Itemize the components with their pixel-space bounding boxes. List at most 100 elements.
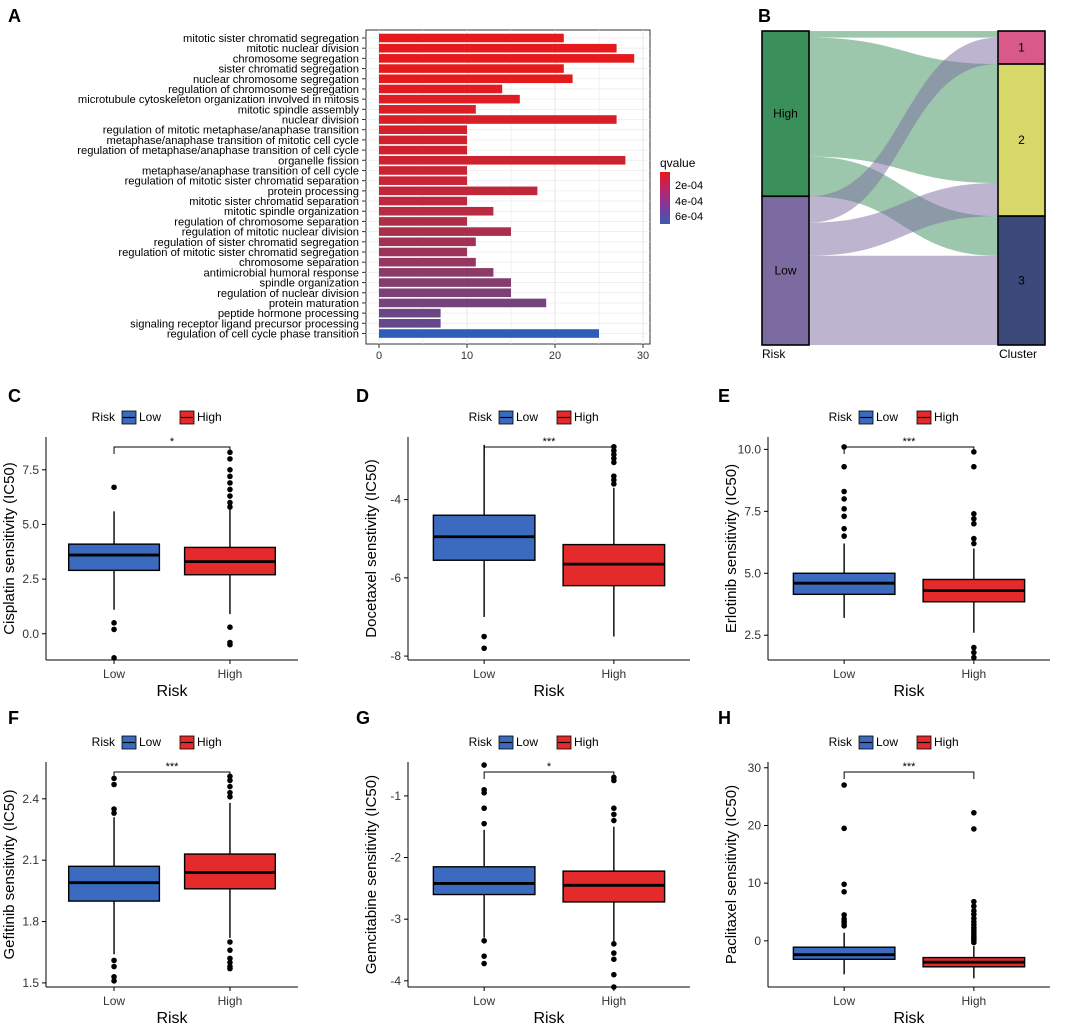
y-axis-title: Gefitinib sensitivity (IC50)	[1, 789, 18, 959]
legend-label-high: High	[574, 410, 599, 424]
category-label-regulation-of-mitotic-metaphase-anaphase-transition: regulation of mitotic metaphase/anaphase…	[103, 125, 359, 137]
outlier-point	[227, 777, 233, 784]
outlier-point	[611, 941, 617, 947]
outlier-point	[111, 655, 117, 661]
x-tick-label-low: Low	[103, 994, 125, 1008]
y-tick-label: 30	[748, 761, 762, 775]
bar-metaphase-anaphase-transition-of-mitotic-cell-cycle	[379, 135, 467, 145]
x-tick-label-high: High	[602, 667, 627, 681]
outlier-point	[227, 955, 233, 962]
stratum-label-cluster-2: 2	[1018, 133, 1025, 147]
outlier-point	[611, 805, 617, 812]
x-tick-label-high: High	[602, 994, 627, 1008]
outlier-point	[611, 777, 617, 784]
outlier-point	[111, 484, 117, 491]
y-tick-label: 2.1	[22, 853, 39, 867]
category-label-protein-maturation: protein maturation	[269, 298, 359, 310]
legend-label-low: Low	[876, 735, 898, 749]
category-label-protein-processing: protein processing	[268, 186, 359, 198]
y-tick-label: -1	[390, 789, 401, 803]
stratum-cluster-3	[997, 215, 1046, 346]
y-tick-label: -3	[390, 912, 401, 926]
panel-letter-c: C	[8, 386, 21, 406]
y-axis-title: Erlotinib sensitivity (IC50)	[723, 464, 740, 633]
stratum-label-cluster-1: 1	[1018, 41, 1025, 55]
outlier-point	[971, 511, 977, 517]
x-tick-label: 20	[549, 350, 561, 362]
outlier-point	[481, 820, 487, 827]
significance-label: ***	[903, 761, 917, 773]
panel-b-strata: High Low 1 2 3	[761, 30, 1046, 346]
flow-low-to-3	[809, 255, 998, 345]
y-tick-label: 5.0	[744, 566, 761, 580]
significance-bracket	[483, 446, 615, 454]
x-tick-label: 30	[637, 350, 649, 362]
bar-mitotic-nuclear-division	[379, 43, 617, 53]
panel-d-docetaxel-boxplot: Risk Low High -4 -6 -8 Low High Risk Docetaxel se…	[363, 410, 690, 700]
y-tick-label: -8	[390, 649, 401, 663]
stratum-label-cluster-3: 3	[1018, 274, 1025, 288]
outlier-point	[611, 481, 617, 487]
outlier-point	[971, 809, 977, 816]
x-tick-label-low: Low	[473, 994, 495, 1008]
category-label-regulation-of-chromosome-separation: regulation of chromosome separation	[174, 216, 359, 228]
outlier-point	[227, 624, 233, 631]
box-low	[792, 946, 896, 961]
category-label-chromosome-separation: chromosome separation	[239, 257, 359, 269]
panel-a-go-barplot: mitotic sister chromatid segregationmito…	[77, 29, 703, 362]
x-axis-title: Risk	[893, 1010, 925, 1026]
bar-signaling-receptor-ligand-precursor-processing	[379, 319, 441, 328]
legend-title-risk: Risk	[829, 410, 853, 424]
significance-bracket	[843, 771, 975, 779]
x-axis-title: Risk	[156, 683, 188, 700]
legend-title-qvalue: qvalue	[660, 156, 696, 170]
bar-regulation-of-mitotic-sister-chromatid-separation	[379, 176, 467, 185]
category-label-regulation-of-chromosome-segregation: regulation of chromosome segregation	[168, 84, 359, 96]
outlier-point	[971, 826, 977, 832]
outlier-point	[611, 455, 617, 462]
outlier-point	[841, 912, 847, 918]
legend-label-4e-04: 4e-04	[675, 196, 703, 208]
axis-label-cluster: Cluster	[999, 347, 1037, 361]
category-label-signaling-receptor-ligand-precursor-processing: signaling receptor ligand precursor proc…	[130, 318, 359, 330]
outlier-point	[227, 466, 233, 473]
x-tick-label: 0	[376, 350, 382, 362]
category-label-regulation-of-nuclear-division: regulation of nuclear division	[217, 288, 359, 300]
y-tick-label: 2.5	[744, 628, 761, 642]
bar-mitotic-sister-chromatid-separation	[379, 196, 467, 206]
bar-antimicrobial-humoral-response	[379, 268, 494, 277]
panel-letter-g: G	[356, 708, 370, 728]
category-label-metaphase-anaphase-transition-of-cell-cycle: metaphase/anaphase transition of cell cy…	[142, 165, 359, 177]
y-tick-label: 1.5	[22, 976, 39, 990]
panel-c-cisplatin-boxplot: Risk Low High 0.0 2.5 5.0 7.5 Low High Risk Cispla…	[1, 410, 298, 700]
y-tick-label: 10	[748, 876, 762, 890]
category-label-regulation-of-mitotic-sister-chromatid-segregation: regulation of mitotic sister chromatid s…	[118, 247, 359, 259]
x-axis-title: Risk	[893, 683, 925, 700]
y-tick-label: -4	[390, 493, 401, 507]
outlier-point	[971, 903, 977, 910]
outlier-point	[111, 963, 117, 970]
category-label-regulation-of-metaphase-anaphase-transition-of-cell-cycle: regulation of metaphase/anaphase transit…	[77, 145, 359, 157]
y-tick-label: 5.0	[22, 517, 39, 531]
bar-regulation-of-mitotic-sister-chromatid-segregation	[379, 247, 467, 257]
outlier-point	[841, 533, 847, 539]
category-label-mitotic-spindle-organization: mitotic spindle organization	[224, 206, 359, 218]
outlier-point	[611, 984, 617, 990]
outlier-point	[611, 817, 617, 824]
outlier-point	[971, 911, 977, 918]
category-label-regulation-of-mitotic-nuclear-division: regulation of mitotic nuclear division	[182, 227, 359, 239]
panel-letter-f: F	[8, 708, 19, 728]
outlier-point	[227, 939, 233, 945]
legend-label-low: Low	[516, 410, 538, 424]
x-tick-label-high: High	[218, 667, 243, 681]
y-axis-title: Gemcitabine sensitivity (IC50)	[363, 775, 380, 974]
legend-label-2e-04: 2e-04	[675, 180, 703, 192]
bar-regulation-of-mitotic-nuclear-division	[379, 227, 511, 236]
stratum-high	[761, 30, 810, 198]
significance-label: ***	[543, 436, 557, 448]
x-tick-label-low: Low	[473, 667, 495, 681]
outlier-point	[227, 486, 233, 493]
panel-a-bars	[379, 33, 635, 338]
x-tick-label-low: Low	[103, 667, 125, 681]
flow-high-to-1	[809, 31, 998, 38]
